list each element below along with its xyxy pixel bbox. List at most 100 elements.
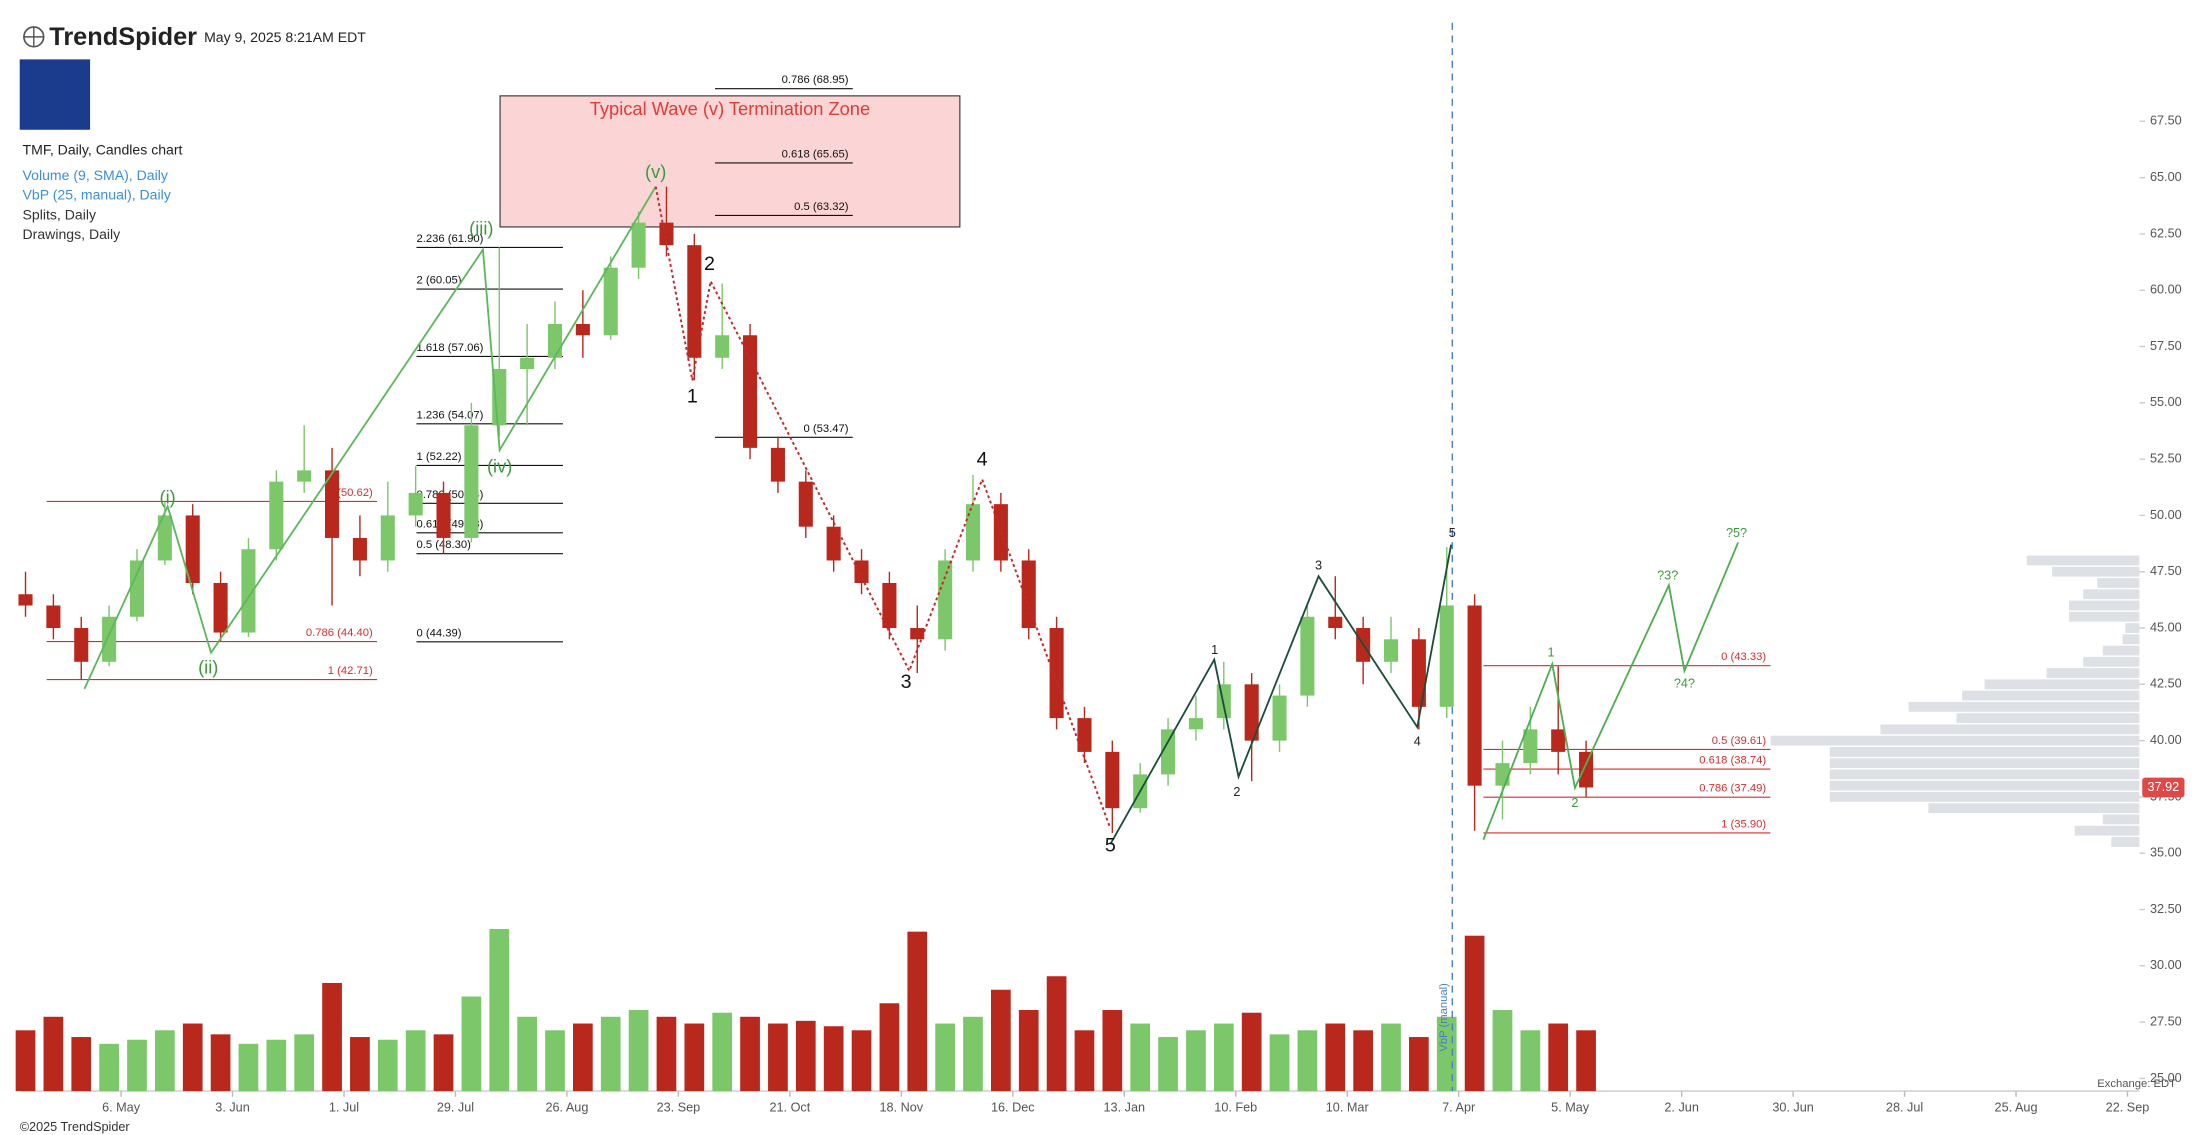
candle-body: [157, 515, 172, 561]
volume-bar: [15, 1030, 36, 1092]
volume-bar: [1409, 1037, 1429, 1092]
vbp-bar: [2102, 814, 2140, 825]
volume-bar: [1436, 1016, 1457, 1092]
volume-bar: [963, 1016, 983, 1092]
volume-bar: [795, 1020, 816, 1092]
wave-label: ?5?: [1726, 526, 1747, 540]
volume-bar: [573, 1023, 593, 1092]
vbp-bar: [1829, 746, 2140, 757]
wave-label: 5: [1105, 834, 1116, 856]
volume-bar: [71, 1037, 92, 1092]
candle-body: [1551, 729, 1566, 752]
vbp-bar: [1829, 758, 2140, 769]
wave-label: (v): [645, 161, 666, 182]
volume-bar: [879, 1003, 900, 1092]
y-tick-label: 67.50: [2150, 114, 2182, 128]
candle-body: [325, 470, 340, 538]
wave-label: 2: [704, 253, 715, 275]
fib-label: 0.618 (65.65): [782, 149, 849, 161]
vbp-bar: [1928, 803, 2140, 814]
candle-body: [743, 335, 758, 448]
volume-bar: [99, 1043, 119, 1092]
x-tick-label: 3. Jun: [215, 1100, 249, 1114]
volume-bar: [768, 1023, 788, 1092]
x-tick-label: 21. Oct: [769, 1100, 810, 1114]
candle-body: [380, 515, 395, 561]
candle-body: [464, 425, 479, 538]
vbp-bar: [1880, 724, 2140, 735]
vbp-bar: [1770, 735, 2140, 746]
x-tick-label: 2. Jun: [1664, 1100, 1698, 1114]
x-tick-label: 5. May: [1551, 1100, 1590, 1114]
price-badge-label: 37.92: [2148, 780, 2180, 794]
candle-body: [1300, 616, 1315, 696]
volume-bar: [154, 1030, 175, 1092]
candle-body: [965, 504, 981, 561]
vbp-bar: [2083, 656, 2140, 667]
vbp-bar: [2026, 555, 2140, 566]
fib-label: 1 (52.22): [416, 451, 461, 463]
marker-label: VbP (manual): [1438, 983, 1450, 1052]
fib-label: 2.236 (61.90): [416, 233, 483, 245]
candle-body: [1467, 605, 1482, 786]
vbp-bar: [2052, 566, 2140, 577]
wave-line: [654, 186, 1112, 829]
volume-bar: [377, 1039, 398, 1092]
candle-body: [1105, 751, 1120, 809]
volume-bar: [405, 1030, 426, 1092]
y-tick-label: 25.00: [2150, 1071, 2182, 1085]
vbp-bar: [2111, 837, 2140, 847]
wave-label: 4: [1414, 734, 1421, 748]
candle-body: [854, 560, 869, 583]
candle-body: [1272, 695, 1287, 741]
x-tick-label: 6. May: [102, 1100, 141, 1114]
candle-body: [1049, 628, 1064, 719]
candle-body: [993, 504, 1008, 561]
candle-body: [631, 222, 646, 268]
candle-body: [1021, 560, 1036, 629]
candle-body: [547, 323, 563, 358]
fib-label: 0 (43.33): [1721, 651, 1766, 663]
volume-bar: [1492, 1010, 1513, 1092]
vbp-bar: [1962, 690, 2140, 701]
volume-bar: [1269, 1034, 1290, 1092]
candle-body: [18, 594, 33, 606]
fib-label: 0 (44.39): [416, 627, 461, 639]
candle-body: [1411, 639, 1426, 707]
volume-bar: [294, 1034, 315, 1092]
x-tick-label: 13. Jan: [1104, 1100, 1146, 1114]
fib-label: 1 (42.71): [328, 665, 373, 677]
candle-body: [46, 605, 61, 629]
timezone: Exchange: EDT: [2097, 1078, 2176, 1090]
wave-label: 5: [1449, 526, 1456, 540]
volume-bar: [489, 928, 510, 1092]
volume-bar: [461, 996, 482, 1092]
volume-bar: [210, 1034, 231, 1092]
y-tick-label: 32.50: [2150, 902, 2182, 916]
x-tick-label: 23. Sep: [657, 1100, 701, 1114]
candle-body: [408, 492, 423, 516]
volume-bar: [991, 989, 1011, 1092]
candle-body: [1188, 718, 1203, 730]
fib-label: 1.618 (57.06): [416, 342, 483, 354]
x-tick-label: 18. Nov: [880, 1100, 924, 1114]
y-tick-label: 55.00: [2150, 395, 2182, 409]
volume-bar: [1074, 1030, 1095, 1092]
vbp-bar: [1908, 701, 2140, 712]
y-tick-label: 52.50: [2150, 451, 2182, 465]
fib-label: 2 (60.05): [416, 275, 461, 287]
wave-label: ?3?: [1657, 568, 1678, 582]
vbp-bar: [1829, 792, 2140, 802]
volume-bar: [935, 1023, 955, 1092]
vbp-bar: [2125, 623, 2140, 633]
zone-label: Typical Wave (v) Termination Zone: [590, 98, 870, 119]
y-tick-label: 60.00: [2150, 283, 2182, 297]
wave-label: 4: [977, 449, 988, 471]
volume-bar: [823, 1026, 844, 1092]
wave-label: 3: [901, 671, 912, 693]
wave-line: [83, 186, 657, 690]
candle-body: [520, 357, 535, 370]
candle-body: [1077, 718, 1092, 752]
legend-item: Drawings, Daily: [23, 226, 121, 242]
